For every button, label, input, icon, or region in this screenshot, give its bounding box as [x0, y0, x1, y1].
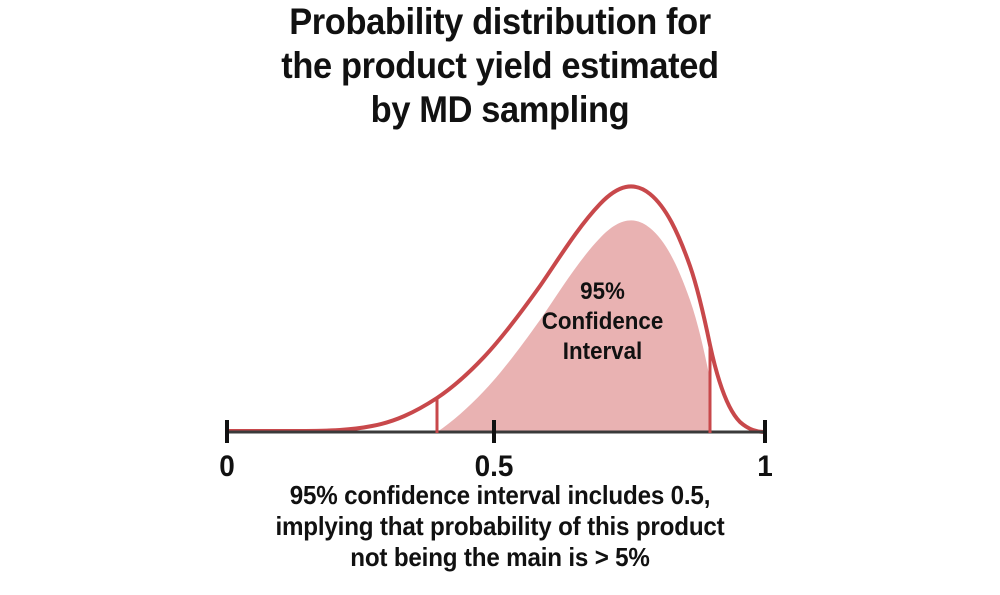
caption-line-2: implying that probability of this produc…: [275, 511, 725, 541]
distribution-chart: 0 0.5 1: [0, 160, 1000, 482]
chart-svg: [225, 184, 767, 443]
x-tick-label-0: 0: [219, 450, 235, 483]
probability-density-curve: [225, 184, 767, 434]
title-line-3: by MD sampling: [370, 89, 630, 130]
title-line-2: the product yield estimated: [281, 45, 719, 86]
caption-line-3: not being the main is > 5%: [350, 542, 650, 572]
figure-caption: 95% confidence interval includes 0.5, im…: [0, 480, 1000, 573]
x-tick-label-1: 1: [757, 450, 773, 483]
title-line-1: Probability distribution for: [289, 1, 711, 42]
caption-line-1: 95% confidence interval includes 0.5,: [289, 480, 711, 510]
confidence-interval-shaded-area: [437, 220, 710, 432]
page-title: Probability distribution for the product…: [0, 0, 1000, 132]
x-tick-label-0-5: 0.5: [474, 450, 514, 483]
